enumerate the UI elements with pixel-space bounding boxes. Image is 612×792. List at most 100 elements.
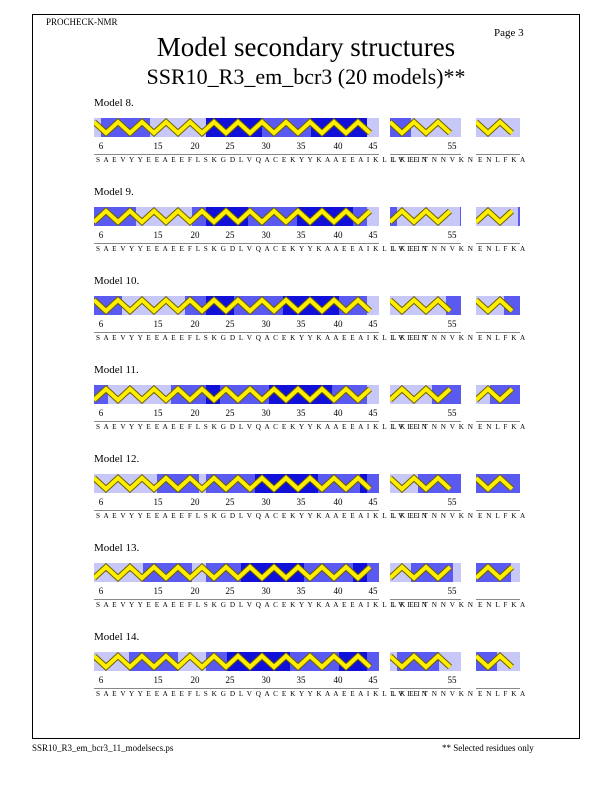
shade-cell	[115, 474, 123, 493]
shade-cell	[460, 296, 461, 315]
residue-sequence: E N L F K A	[478, 690, 527, 698]
shade-cell	[199, 385, 207, 404]
helix-ribbon	[94, 208, 372, 225]
sequence-rule	[476, 154, 520, 155]
shade-cell	[367, 385, 375, 404]
sequence-rule	[94, 243, 379, 244]
residue-number-label: 45	[368, 408, 378, 418]
residue-sequence: S A E V Y Y E E A E E F L S K G D L V Q …	[96, 245, 428, 253]
shade-cell	[460, 652, 461, 671]
residue-sequence: L K E I T N N V K N	[392, 690, 475, 698]
residue-number-label: 40	[333, 586, 343, 596]
shade-cell	[269, 296, 277, 315]
shade-cell	[101, 296, 109, 315]
residue-number-label: 20	[190, 408, 200, 418]
residue-number-label: 40	[333, 675, 343, 685]
structure-segment	[476, 474, 520, 493]
helix-ribbon	[476, 475, 514, 492]
secondary-structure-track	[476, 296, 520, 315]
residue-number-label: 25	[225, 230, 235, 240]
residue-number-label: 20	[190, 497, 200, 507]
page-title: Model secondary structures	[156, 32, 456, 62]
shade-cell	[397, 385, 405, 404]
shade-cell	[150, 474, 158, 493]
shade-cell	[353, 207, 361, 226]
helix-ribbon	[390, 386, 452, 403]
shade-cell	[446, 385, 454, 404]
shade-cell	[518, 652, 520, 671]
residue-number-label: 30	[261, 408, 271, 418]
shade-cell	[185, 563, 193, 582]
residue-number-label: 45	[368, 141, 378, 151]
structure-segment	[390, 474, 461, 493]
sequence-rule	[390, 243, 461, 244]
shade-cell	[283, 207, 291, 226]
residue-number-label: 25	[225, 675, 235, 685]
residue-number-label: 55	[447, 141, 457, 151]
helix-ribbon	[476, 564, 514, 581]
residue-sequence: L K E I T N N V K N	[392, 245, 475, 253]
shade-cell	[101, 118, 109, 137]
shade-cell	[397, 563, 405, 582]
sequence-rule	[390, 688, 461, 689]
model-label: Model 11.	[94, 364, 139, 376]
shade-cell	[497, 207, 505, 226]
shade-cell	[397, 296, 405, 315]
residue-number-axis: 6 15 20 25 30 35 40 45 55	[94, 586, 534, 598]
residue-sequence: L K E I T N N V K N	[392, 156, 475, 164]
residue-number-label: 6	[98, 230, 104, 240]
shade-cell	[353, 296, 361, 315]
helix-ribbon	[476, 208, 514, 225]
residue-number-label: 30	[261, 319, 271, 329]
residue-sequence: S A E V Y Y E E A E E F L S K G D L V Q …	[96, 334, 428, 342]
shade-cell	[460, 207, 461, 226]
shade-cell	[511, 652, 519, 671]
shade-cell	[511, 296, 519, 315]
secondary-structure-track	[94, 474, 379, 493]
sequence-rule	[390, 332, 461, 333]
sequence-rule	[476, 243, 520, 244]
residue-number-label: 35	[296, 675, 306, 685]
residue-number-label: 6	[98, 497, 104, 507]
shade-cell	[150, 385, 158, 404]
structure-segment	[94, 118, 379, 137]
page-number: Page 3	[494, 27, 524, 39]
helix-ribbon	[94, 386, 372, 403]
structure-segment	[476, 563, 520, 582]
structure-segment	[476, 207, 520, 226]
shade-cell	[374, 563, 379, 582]
sequence-rule	[476, 599, 520, 600]
shade-cell	[199, 296, 207, 315]
residue-number-label: 15	[153, 319, 163, 329]
shade-cell	[101, 474, 109, 493]
shade-cell	[446, 563, 454, 582]
shade-cell	[234, 652, 242, 671]
shade-cell	[374, 474, 379, 493]
residue-number-axis: 6 15 20 25 30 35 40 45 55	[94, 408, 534, 420]
shade-cell	[150, 563, 158, 582]
sequence-rule	[94, 510, 379, 511]
secondary-structure-track	[390, 652, 461, 671]
residue-number-label: 55	[447, 586, 457, 596]
shade-cell	[185, 652, 193, 671]
page-frame	[32, 14, 580, 739]
residue-number-label: 30	[261, 675, 271, 685]
shade-cell	[115, 296, 123, 315]
shade-cell	[397, 207, 405, 226]
helix-ribbon	[390, 119, 452, 136]
shade-cell	[199, 563, 207, 582]
residue-number-label: 20	[190, 675, 200, 685]
sequence-rule	[476, 510, 520, 511]
residue-number-label: 40	[333, 230, 343, 240]
shade-cell	[269, 207, 277, 226]
shade-cell	[518, 385, 520, 404]
sequence-rule	[94, 688, 379, 689]
residue-sequence: S A E V Y Y E E A E E F L S K G D L V Q …	[96, 512, 428, 520]
sequence-rule	[476, 332, 520, 333]
residue-sequence: L K E I T N N V K N	[392, 512, 475, 520]
helix-ribbon	[390, 564, 452, 581]
shade-cell	[483, 385, 491, 404]
shade-cell	[101, 563, 109, 582]
shade-cell	[483, 296, 491, 315]
shade-cell	[411, 474, 419, 493]
